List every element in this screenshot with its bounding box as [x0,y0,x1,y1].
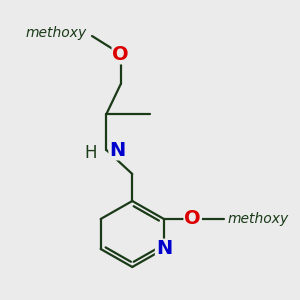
Text: methoxy: methoxy [227,212,288,226]
Text: H: H [84,144,97,162]
Text: N: N [109,140,125,160]
Text: methoxy: methoxy [25,26,86,40]
Text: O: O [184,209,201,229]
Text: O: O [112,44,129,64]
Text: N: N [156,239,172,259]
